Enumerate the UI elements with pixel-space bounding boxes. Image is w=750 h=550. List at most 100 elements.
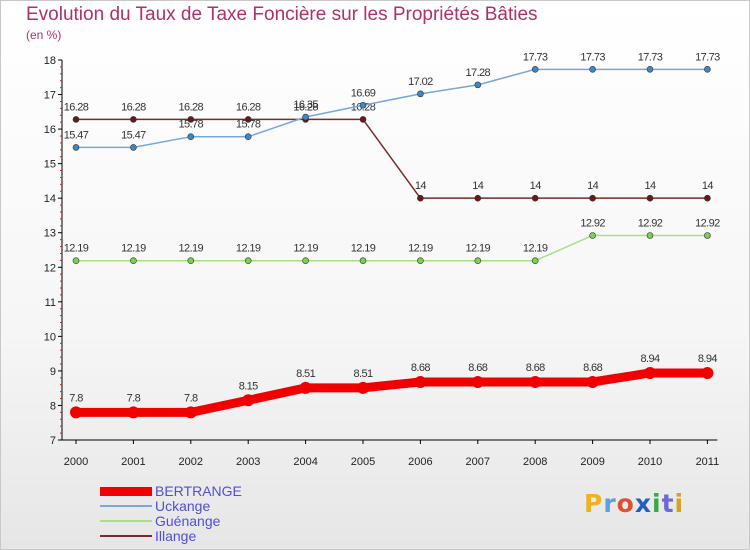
data-label-gu-nange: 12.19	[351, 243, 376, 255]
data-label-illange: 16.28	[64, 101, 89, 113]
x-tick-label: 2007	[466, 456, 490, 468]
data-label-illange: 16.28	[121, 101, 146, 113]
data-label-uckange: 15.47	[64, 129, 89, 141]
proxiti-logo: Proxiti	[584, 489, 684, 518]
data-point-uckange	[704, 66, 711, 73]
logo-letter: i	[652, 489, 662, 518]
data-label-gu-nange: 12.19	[64, 243, 89, 255]
data-point-gu-nange	[646, 232, 654, 239]
logo-letter: r	[603, 489, 617, 518]
data-point-illange	[417, 194, 424, 202]
data-point-illange	[187, 116, 195, 123]
series-bertrange: 7.8 7.8 7.8 8.15 8.51 8.51 8.68 8.68 8.68 8.68 8.9…	[69, 353, 718, 419]
series-line-bertrange	[71, 368, 712, 417]
data-point-uckange	[474, 81, 482, 89]
data-label-bertrange: 8.94	[698, 353, 717, 365]
data-point-uckange	[646, 66, 654, 73]
data-label-gu-nange: 12.92	[638, 217, 663, 229]
y-tick-label: 10	[44, 331, 56, 343]
series-line-illange	[75, 118, 709, 199]
series-uckange: 15.47 15.47 15.78 15.78 16.35 16.69 17.02 17.28…	[64, 51, 721, 151]
data-label-bertrange: 8.68	[583, 362, 602, 374]
data-point-bertrange	[414, 375, 427, 388]
data-label-gu-nange: 12.19	[179, 243, 204, 255]
data-label-uckange: 17.73	[695, 51, 720, 63]
data-label-uckange: 15.78	[236, 119, 261, 131]
data-point-gu-nange	[244, 257, 252, 265]
data-point-uckange	[589, 66, 596, 73]
legend-swatch-illange	[100, 535, 152, 537]
data-label-illange: 14	[415, 180, 427, 192]
data-label-gu-nange: 12.19	[121, 243, 146, 255]
data-label-uckange: 16.69	[351, 87, 376, 99]
data-label-uckange: 17.73	[638, 51, 663, 63]
y-tick-label: 17	[44, 90, 56, 102]
x-tick-label: 2001	[121, 456, 145, 468]
data-point-illange	[589, 194, 596, 202]
logo-letter: x	[634, 489, 652, 518]
data-point-bertrange	[127, 406, 140, 419]
data-point-illange	[531, 194, 539, 202]
data-label-illange: 14	[644, 180, 656, 192]
data-label-uckange: 15.47	[121, 129, 146, 141]
data-label-bertrange: 8.15	[239, 380, 258, 392]
y-tick-label: 16	[44, 124, 56, 136]
data-label-bertrange: 8.51	[353, 368, 372, 380]
data-point-bertrange	[471, 375, 484, 388]
series-line-uckange	[75, 68, 709, 149]
data-point-uckange	[302, 113, 309, 121]
data-label-uckange: 17.28	[466, 67, 491, 79]
logo-letter: P	[584, 489, 604, 518]
data-label-illange: 16.28	[236, 101, 261, 113]
data-point-uckange	[72, 144, 80, 151]
data-label-bertrange: 8.51	[296, 368, 315, 380]
legend-swatch-bertrange	[100, 487, 152, 496]
data-label-gu-nange: 12.19	[523, 243, 548, 255]
data-point-bertrange	[357, 381, 369, 394]
data-label-bertrange: 8.68	[526, 362, 545, 374]
data-label-illange: 16.28	[179, 101, 204, 113]
y-tick-label: 7	[50, 435, 56, 447]
data-label-uckange: 17.73	[523, 51, 548, 63]
x-tick-label: 2009	[580, 456, 604, 468]
data-label-gu-nange: 12.92	[580, 217, 605, 229]
data-label-bertrange: 7.8	[127, 392, 141, 404]
x-tick-label: 2005	[351, 456, 375, 468]
data-point-gu-nange	[187, 257, 195, 265]
y-tick-label: 18	[44, 55, 56, 67]
data-label-gu-nange: 12.19	[236, 243, 261, 255]
series-illange: 16.2816.2816.2816.2816.2816.281414141414…	[64, 101, 714, 202]
data-point-uckange	[531, 66, 539, 73]
data-point-uckange	[130, 144, 137, 151]
data-label-uckange: 16.35	[293, 99, 318, 111]
data-point-bertrange	[184, 406, 197, 419]
legend-label-gu-nange: Guénange	[155, 513, 221, 529]
data-label-uckange: 17.02	[408, 76, 433, 88]
x-tick-label: 2008	[523, 456, 547, 468]
x-tick-label: 2011	[696, 456, 720, 468]
series-line-gu-nange	[75, 234, 709, 262]
legend-swatch-uckange	[100, 505, 152, 507]
y-axis-unit: (en %)	[26, 28, 62, 42]
data-point-illange	[359, 116, 367, 123]
x-tick-label: 2002	[179, 456, 203, 468]
data-point-uckange	[359, 101, 367, 109]
data-label-illange: 14	[530, 180, 542, 192]
data-point-uckange	[187, 133, 195, 140]
data-label-illange: 16.28	[293, 101, 318, 113]
chart-title: Evolution du Taux de Taxe Foncière sur l…	[26, 4, 538, 25]
data-label-gu-nange: 12.19	[466, 243, 491, 255]
data-point-bertrange	[70, 406, 82, 419]
data-label-bertrange: 8.68	[468, 362, 487, 374]
series-gu-nange: 12.19 12.19 12.19 12.19 12.19 12.19 12.19 12.19…	[64, 217, 721, 265]
data-point-illange	[704, 194, 711, 202]
y-tick-label: 14	[44, 193, 56, 205]
data-point-gu-nange	[531, 257, 539, 265]
data-point-bertrange	[586, 375, 599, 388]
y-tick-label: 11	[45, 297, 56, 309]
data-point-bertrange	[242, 394, 255, 407]
legend-label-uckange: Uckange	[155, 498, 211, 514]
data-label-uckange: 17.73	[580, 51, 605, 63]
y-tick-label: 15	[44, 159, 56, 171]
y-tick-label: 13	[44, 228, 56, 240]
